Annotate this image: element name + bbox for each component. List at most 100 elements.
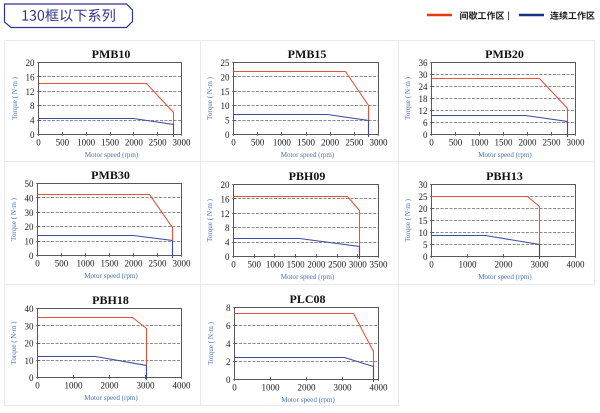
svg-text:2000: 2000 [125,138,144,148]
svg-text:25: 25 [221,58,231,68]
svg-text:2: 2 [226,357,231,367]
svg-text:16: 16 [26,72,36,82]
svg-text:12: 12 [419,106,428,116]
svg-text:0: 0 [30,130,35,140]
svg-text:2000: 2000 [125,259,144,269]
svg-text:40: 40 [25,193,35,203]
svg-text:2500: 2500 [149,259,168,269]
svg-text:0: 0 [226,375,231,385]
svg-text:1000: 1000 [266,260,285,270]
svg-text:0: 0 [36,138,41,148]
svg-text:Torque ( N·m ): Torque ( N·m ) [404,76,412,120]
svg-text:2500: 2500 [149,138,168,148]
svg-text:PMB20: PMB20 [485,47,524,61]
svg-text:0: 0 [29,373,34,383]
svg-text:40: 40 [25,304,35,314]
svg-text:PBH18: PBH18 [92,293,129,307]
svg-text:24: 24 [419,82,429,92]
svg-text:0: 0 [231,260,236,270]
svg-text:15: 15 [221,87,231,97]
svg-text:Torque ( N·m ): Torque ( N·m ) [10,321,18,365]
svg-text:Torque ( N·m ): Torque ( N·m ) [11,76,19,120]
svg-text:36: 36 [419,58,429,68]
svg-text:4: 4 [225,238,230,248]
svg-text:0: 0 [225,130,230,140]
svg-text:12: 12 [221,209,230,219]
svg-text:4: 4 [226,339,231,349]
svg-text:0: 0 [35,381,40,391]
svg-text:10: 10 [25,356,35,366]
svg-text:8: 8 [225,223,230,233]
svg-text:0: 0 [35,259,40,269]
svg-text:1000: 1000 [65,381,84,391]
svg-text:6: 6 [226,321,231,331]
svg-text:Torque ( N·m ): Torque ( N·m ) [207,321,215,365]
svg-text:Motor speed (rpm): Motor speed (rpm) [84,394,138,402]
svg-text:20: 20 [26,58,36,68]
svg-text:500: 500 [247,260,261,270]
svg-text:1000: 1000 [262,383,281,393]
svg-text:PMB15: PMB15 [288,47,327,61]
svg-text:12: 12 [26,87,35,97]
svg-text:3000: 3000 [334,383,353,393]
svg-text:PBH09: PBH09 [289,169,326,183]
svg-text:Motor speed (rpm): Motor speed (rpm) [281,151,335,159]
svg-text:4: 4 [30,116,35,126]
svg-text:8: 8 [30,101,35,111]
svg-text:2000: 2000 [519,138,538,148]
svg-text:0: 0 [225,252,230,262]
svg-text:PBH13: PBH13 [486,169,523,183]
svg-text:500: 500 [251,138,265,148]
svg-text:50: 50 [25,179,35,189]
svg-text:2000: 2000 [495,260,514,270]
svg-text:Motor speed (rpm): Motor speed (rpm) [84,272,138,280]
svg-text:25: 25 [419,192,429,202]
svg-text:30: 30 [25,208,35,218]
svg-text:18: 18 [419,94,429,104]
svg-text:6: 6 [423,118,428,128]
svg-text:1000: 1000 [459,260,478,270]
svg-text:16: 16 [221,194,231,204]
svg-text:Motor speed (rpm): Motor speed (rpm) [478,151,532,159]
svg-text:2000: 2000 [307,260,326,270]
svg-text:Torque ( N·m ): Torque ( N·m ) [206,76,214,120]
svg-text:4000: 4000 [370,383,389,393]
svg-text:2000: 2000 [101,381,120,391]
svg-text:500: 500 [56,138,70,148]
svg-text:500: 500 [449,138,463,148]
svg-text:PMB10: PMB10 [92,47,131,61]
svg-text:0: 0 [29,251,34,261]
svg-text:1500: 1500 [101,259,120,269]
svg-text:0: 0 [423,130,428,140]
svg-text:3000: 3000 [349,260,368,270]
svg-text:5: 5 [423,240,428,250]
svg-text:PMB30: PMB30 [91,168,130,182]
svg-text:3500: 3500 [370,260,389,270]
svg-text:1000: 1000 [77,259,96,269]
svg-text:3000: 3000 [173,138,192,148]
svg-text:Motor speed (rpm): Motor speed (rpm) [85,151,139,159]
svg-text:30: 30 [419,180,429,190]
svg-text:Torque ( N·m ): Torque ( N·m ) [404,198,412,242]
svg-text:Torque ( N·m ): Torque ( N·m ) [206,198,214,242]
svg-text:15: 15 [419,216,429,226]
svg-text:1500: 1500 [495,138,514,148]
svg-text:2000: 2000 [321,138,340,148]
svg-text:0: 0 [429,138,434,148]
svg-text:10: 10 [221,101,231,111]
svg-text:8: 8 [226,303,231,313]
svg-text:3000: 3000 [531,260,550,270]
svg-text:2000: 2000 [298,383,317,393]
svg-text:3000: 3000 [137,381,156,391]
svg-text:30: 30 [419,70,429,80]
svg-text:20: 20 [25,222,35,232]
svg-text:1500: 1500 [297,138,316,148]
svg-text:2500: 2500 [345,138,364,148]
svg-text:0: 0 [429,260,434,270]
svg-text:20: 20 [221,180,231,190]
svg-text:30: 30 [25,321,35,331]
svg-text:3000: 3000 [567,138,586,148]
svg-text:1500: 1500 [287,260,306,270]
svg-text:2500: 2500 [328,260,347,270]
svg-text:PLC08: PLC08 [290,292,326,306]
